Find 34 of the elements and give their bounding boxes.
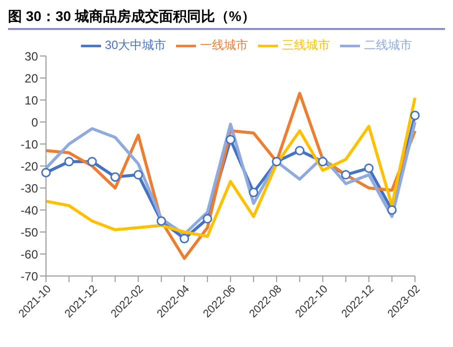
point: [156, 216, 166, 226]
y-tick-label: -10: [20, 137, 38, 152]
point: [272, 156, 282, 166]
point: [387, 205, 397, 215]
legend-label: 三线城市: [282, 38, 330, 52]
point: [318, 156, 328, 166]
y-tick-label: -20: [20, 159, 38, 174]
y-tick-label: -70: [20, 269, 38, 284]
legend-label: 二线城市: [364, 38, 412, 52]
y-tick-label: -40: [20, 203, 38, 218]
point: [364, 163, 374, 173]
line-series: [44, 96, 416, 238]
legend-label: 30大中城市: [104, 38, 166, 52]
point: [110, 172, 120, 182]
y-tick-label: -30: [20, 181, 38, 196]
point: [410, 110, 420, 120]
point: [41, 168, 51, 178]
point: [180, 234, 190, 244]
point: [294, 146, 304, 156]
y-tick-label: 10: [24, 93, 38, 108]
point: [248, 188, 258, 198]
y-tick-label: 30: [24, 49, 38, 64]
point: [341, 170, 351, 180]
legend-label: 一线城市: [200, 38, 248, 52]
y-tick-label: -60: [20, 247, 38, 262]
chart-title: 图 30：30 城商品房成交面积同比（%）: [8, 8, 445, 30]
y-tick-label: 0: [31, 115, 38, 130]
y-tick-label: -50: [20, 225, 38, 240]
point: [64, 156, 74, 166]
y-tick-label: 20: [24, 71, 38, 86]
point: [202, 214, 212, 224]
point: [134, 170, 143, 180]
point: [226, 134, 236, 144]
point: [87, 156, 97, 166]
